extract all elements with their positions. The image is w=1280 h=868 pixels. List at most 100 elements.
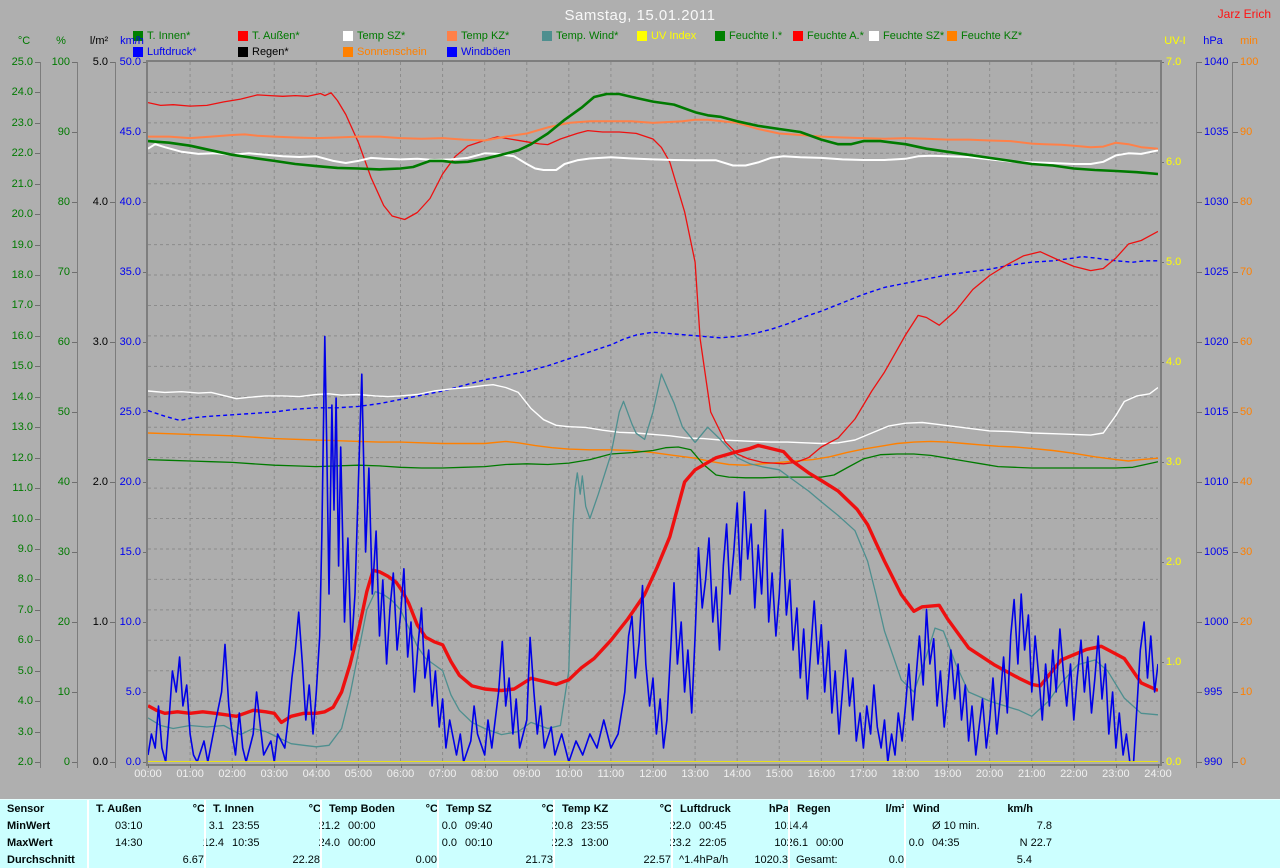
axis-tick-c [35,305,40,307]
legend-label: Feuchte I.* [729,30,783,42]
legend-item-sonnenschein: Sonnenschein [343,46,427,58]
axis-label-kmh: 10.0 [119,616,141,628]
x-axis-label: 21:00 [1017,768,1046,780]
axis-tick-kmh [143,412,148,413]
axis-tick-c [35,548,40,550]
axis-label-hpa: 1030 [1204,196,1229,208]
x-axis-label: 02:00 [218,768,246,780]
table-cell-value: km/h [1007,803,1033,815]
x-axis-label: 09:00 [512,768,541,780]
axis-label-kmh: 15.0 [119,546,141,558]
table-cell-value: 0.0 [441,820,457,832]
axis-label-min: 0 [1240,756,1247,768]
axis-header-kmh: km/h [120,35,144,47]
table-cell: 22.28 [206,852,328,868]
axis-label-axis: 60 [57,336,70,348]
x-axis-label: 00:00 [134,768,162,780]
legend-swatch [343,47,353,57]
axis-label-axis: 30 [57,546,70,558]
author-label: Jarz Erich [1217,7,1271,21]
axis-line-c [40,62,41,768]
x-axis-label: 16:00 [807,768,836,780]
x-axis-tick [989,764,991,768]
table-column-temp-kz: Temp KZ °C 23:55 22.0 13:00 23.2 22.57 [553,800,691,868]
axis-tick-lm [110,762,115,763]
x-axis-label: 12:00 [639,768,667,780]
axis-label-kmh: 5.0 [125,686,141,698]
axis-label-hpa: 1040 [1204,56,1229,68]
table-cell: Temp Boden °C [329,803,438,815]
table-row-label: Durchschnitt [7,854,75,866]
table-cell-value: 7.8 [1036,820,1052,832]
table-column-luftdruck: Luftdruck hPa 00:45 1014.4 22:05 1026.1 ^1.4hP… [671,800,808,868]
axis-tick-min [1233,482,1238,483]
legend-item-temp-wind-: Temp. Wind* [542,30,618,42]
table-cell-value: 0.0 [441,837,457,849]
axis-tick-c [35,62,40,63]
table-cell-value: 22.3 [551,837,573,849]
table-cell: 22.57 [555,852,679,868]
axis-header-axis: % [56,35,66,47]
axis-tick-lm [110,62,115,63]
axis-tick-axis [72,272,77,273]
axis-tick-min [1233,622,1238,623]
series-temp-kz [148,118,1158,150]
x-axis-tick [274,764,276,768]
axis-label-hpa: 1020 [1204,336,1229,348]
legend-item-regen-: Regen* [238,46,289,58]
table-column-wind: Wind km/h Ø 10 min. 7.8 04:35 N 22.7 5.4 [904,800,1280,868]
series-feuchte-i- [148,446,1158,479]
axis-tick-min [1233,552,1238,553]
table-cell: 0.00 [322,852,445,868]
x-axis-label: 07:00 [428,768,457,780]
table-label-column: Sensor MinWert MaxWert Durchschnitt [0,800,87,868]
axis-label-c: 8.0 [17,573,33,586]
table-cell-value: N 22.7 [1019,837,1052,849]
axis-line-axis [77,62,78,768]
axis-tick-c [35,518,40,520]
legend-label: Temp KZ* [461,30,510,42]
legend-label: Regen* [252,46,289,58]
legend-swatch [637,31,647,41]
table-cell-value: 3.1 [208,820,224,832]
axis-label-min: 40 [1240,476,1253,488]
axis-label-min: 30 [1240,546,1253,558]
axis-label-c: 5.0 [17,664,33,677]
axis-tick-c [35,640,40,642]
axis-tick-c [35,488,40,490]
legend-item-temp-sz-: Temp SZ* [343,30,405,42]
axis-label-uvi: 2.0 [1166,556,1182,568]
x-axis-label: 14:00 [723,768,751,780]
x-axis-tick [568,764,570,768]
x-axis-label: 01:00 [176,768,204,780]
table-cell: 10:35 24.0 [232,837,340,849]
axis-tick-c [35,670,40,672]
axis-label-hpa: 1000 [1204,616,1229,628]
axis-tick-min [1233,132,1238,133]
series-feuchte-sz [148,384,1158,445]
legend-swatch [715,31,725,41]
axis-label-kmh: 30.0 [119,336,141,348]
legend-label: Feuchte KZ* [961,30,1023,42]
axis-tick-axis [72,412,77,413]
axis-label-axis: 90 [57,126,70,138]
x-axis-label: 17:00 [849,768,878,780]
table-row-label: MaxWert [7,837,53,849]
x-axis-label: 23:00 [1102,768,1130,780]
axis-label-uvi: 6.0 [1166,156,1182,168]
axis-label-c: 6.0 [17,634,33,647]
axis-label-hpa: 1010 [1204,476,1229,488]
axis-tick-lm [110,202,115,203]
axis-label-c: 23.0 [11,116,33,129]
axis-tick-c [35,762,40,763]
page-title: Samstag, 15.01.2011 [564,7,716,24]
x-axis-tick [442,764,444,768]
chart-plot-area [146,60,1162,766]
axis-tick-hpa [1197,132,1202,133]
axis-tick-min [1233,342,1238,343]
axis-tick-axis [72,482,77,483]
axis-label-kmh: 40.0 [119,196,141,208]
axis-label-c: 15.0 [11,360,33,373]
legend-item-feuchte-kz-: Feuchte KZ* [947,30,1022,42]
